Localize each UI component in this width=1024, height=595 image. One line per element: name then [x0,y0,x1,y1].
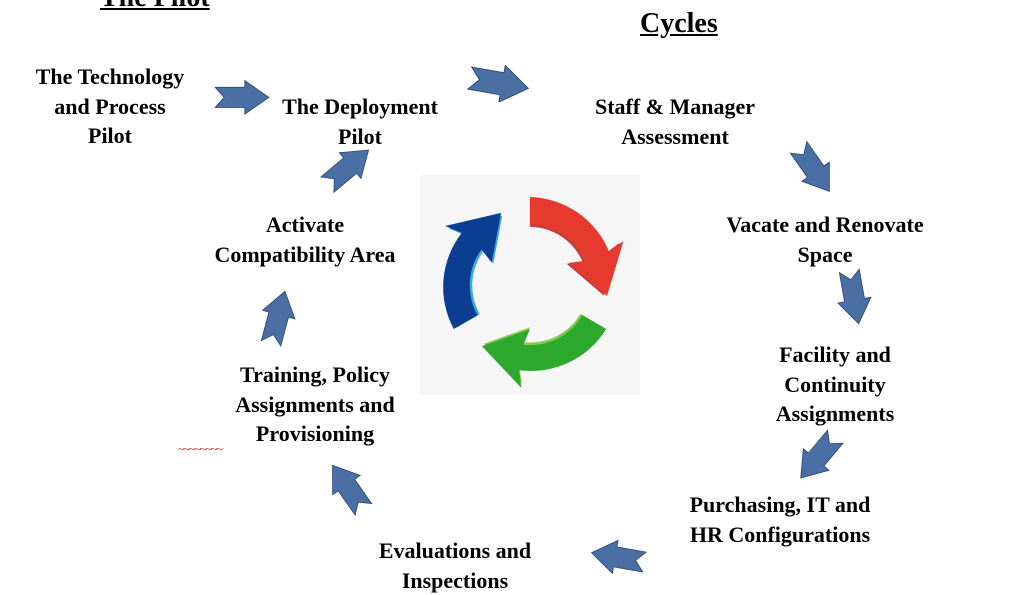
label-facility: Facility andContinuityAssignments [735,340,935,429]
arrow-purchasing-to-eval [587,535,648,579]
arrow-facility-to-purchasing [787,425,850,490]
label-vacate: Vacate and RenovateSpace [695,210,955,269]
label-activate: ActivateCompatibility Area [185,210,425,269]
arrow-training-to-activate [254,286,302,349]
arrow-vacate-to-facility [832,267,876,328]
heading-left: The Pilot [100,0,210,14]
label-training: Training, PolicyAssignments andProvision… [200,360,430,449]
heading-right: Cycles [640,8,718,40]
label-tech-pilot: The Technologyand ProcessPilot [5,62,215,151]
label-purchasing: Purchasing, IT andHR Configurations [655,490,905,549]
arrow-staff-to-vacate [784,136,845,202]
arrow-tech-to-deploy [214,80,270,115]
arrow-eval-to-training [318,454,379,520]
cycle-icon [420,175,640,395]
label-evaluations: Evaluations andInspections [345,536,565,595]
spellcheck-squiggle: ~~~~~~~~ [178,442,222,457]
label-staff-assess: Staff & ManagerAssessment [565,92,785,151]
arrow-deploy-to-staff [465,59,533,108]
